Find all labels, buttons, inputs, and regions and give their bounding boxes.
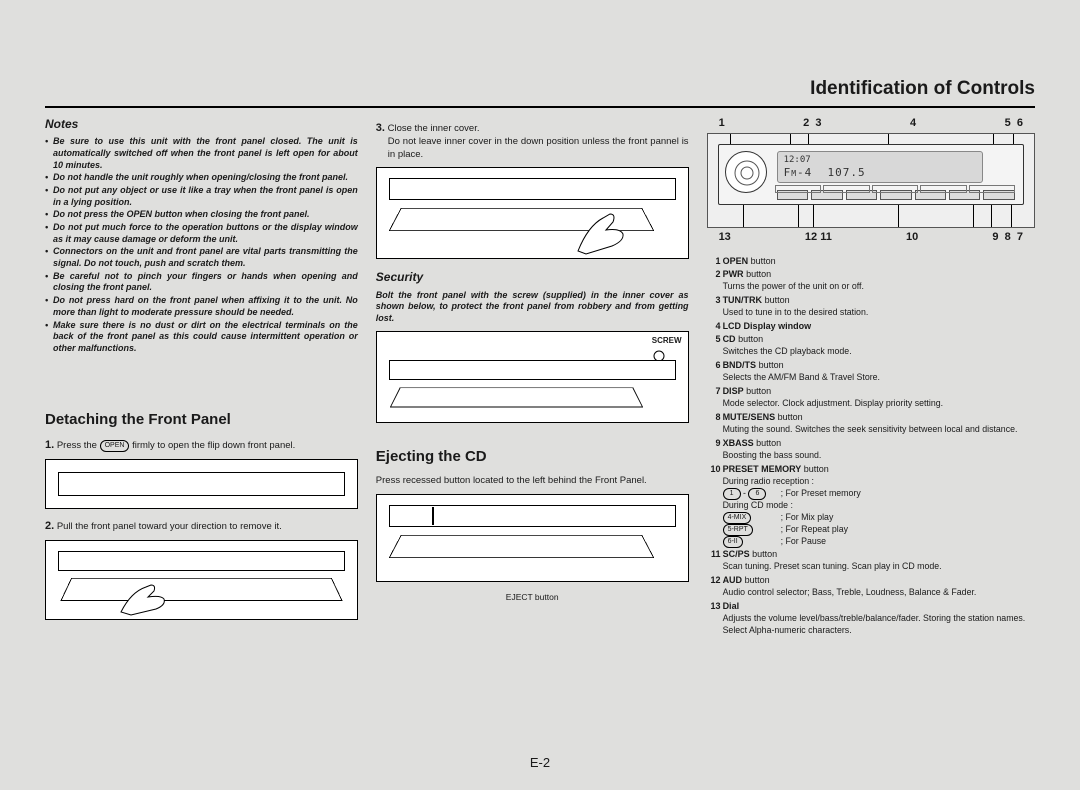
column-3: 1 2 3 4 5 6 12:07 FM-4 107.5	[707, 116, 1035, 638]
note-item: Do not press hard on the front panel whe…	[45, 295, 358, 318]
step-1-text-a: Press the	[57, 440, 100, 451]
lcd-display: 12:07 FM-4 107.5	[777, 151, 983, 183]
open-button-icon: OPEN	[100, 440, 130, 452]
step-2: 2. Pull the front panel toward your dire…	[45, 519, 358, 534]
step-2-text: Pull the front panel toward your directi…	[57, 521, 282, 532]
control-item: 8MUTE/SENS button	[707, 411, 1035, 423]
step-3: 3. Close the inner cover. Do not leave i…	[376, 121, 689, 161]
control-item: 4LCD Display window	[707, 320, 1035, 332]
note-item: Be sure to use this unit with the front …	[45, 136, 358, 171]
step-3-text-a: Close the inner cover.	[388, 123, 480, 134]
control-desc: Scan tuning. Preset scan tuning. Scan pl…	[707, 561, 1035, 573]
callout-7: 7	[1017, 231, 1023, 243]
control-item: 10PRESET MEMORY button	[707, 463, 1035, 475]
note-item: Do not press the OPEN button when closin…	[45, 209, 358, 221]
note-item: Make sure there is no dust or dirt on th…	[45, 320, 358, 355]
detach-heading: Detaching the Front Panel	[45, 410, 358, 430]
callout-9: 9	[992, 231, 998, 243]
eject-body: Press recessed button located to the lef…	[376, 475, 689, 488]
notes-list: Be sure to use this unit with the front …	[45, 136, 358, 354]
callout-11: 11	[820, 231, 832, 243]
note-item: Do not put much force to the operation b…	[45, 222, 358, 245]
control-desc: Mode selector. Clock adjustment. Display…	[707, 398, 1035, 410]
callout-4: 4	[910, 116, 916, 131]
hand-icon	[568, 206, 638, 256]
page-columns: Notes Be sure to use this unit with the …	[45, 116, 1035, 638]
illustration-close-cover	[376, 167, 689, 259]
step-1-text-b: firmly to open the flip down front panel…	[132, 440, 295, 451]
dial-icon	[725, 151, 767, 193]
note-item: Do not put any object or use it like a t…	[45, 185, 358, 208]
control-item: 1OPEN button	[707, 255, 1035, 267]
step-1: 1. Press the OPEN firmly to open the fli…	[45, 438, 358, 453]
illustration-eject	[376, 494, 689, 582]
eject-button-marker	[432, 507, 434, 525]
column-2: 3. Close the inner cover. Do not leave i…	[376, 116, 689, 638]
illustration-security-screw: SCREW	[376, 331, 689, 423]
control-desc: Turns the power of the unit on or off.	[707, 281, 1035, 293]
callout-3: 3	[815, 117, 821, 129]
column-1: Notes Be sure to use this unit with the …	[45, 116, 358, 638]
control-item: 12AUD button	[707, 574, 1035, 586]
control-desc: Selects the AM/FM Band & Travel Store.	[707, 372, 1035, 384]
security-heading: Security	[376, 269, 689, 285]
radio-faceplate: 12:07 FM-4 107.5	[718, 144, 1024, 205]
control-item: 11SC/PS button	[707, 548, 1035, 560]
preset-memory-sublist: During radio reception :1 - 6; For Prese…	[707, 476, 1035, 548]
control-item: 7DISP button	[707, 385, 1035, 397]
callout-8: 8	[1005, 231, 1011, 243]
control-item: 13Dial	[707, 600, 1035, 612]
callout-13: 13	[719, 230, 731, 245]
callout-1: 1	[719, 116, 725, 131]
control-item: 6BND/TS button	[707, 359, 1035, 371]
control-desc: Switches the CD playback mode.	[707, 346, 1035, 358]
control-desc: Muting the sound. Switches the seek sens…	[707, 424, 1035, 436]
control-desc: Adjusts the volume level/bass/treble/bal…	[707, 613, 1035, 637]
eject-heading: Ejecting the CD	[376, 447, 689, 467]
illustration-panel-closed	[45, 459, 358, 509]
note-item: Be careful not to pinch your fingers or …	[45, 271, 358, 294]
diagram-bottom-labels: 13 12 11 10 9 8 7	[707, 230, 1035, 245]
callout-6: 6	[1017, 117, 1023, 129]
security-body: Bolt the front panel with the screw (sup…	[376, 290, 689, 325]
control-item: 2PWR button	[707, 268, 1035, 280]
control-desc: Audio control selector; Bass, Treble, Lo…	[707, 587, 1035, 599]
callout-2: 2	[803, 117, 809, 129]
screw-label: SCREW	[652, 336, 682, 347]
control-item: 5CD button	[707, 333, 1035, 345]
eject-button-label: EJECT button	[376, 592, 689, 603]
control-diagram: 12:07 FM-4 107.5	[707, 133, 1035, 228]
control-item: 9XBASS button	[707, 437, 1035, 449]
illustration-panel-pull	[45, 540, 358, 620]
callout-10: 10	[906, 230, 918, 245]
hand-icon	[116, 577, 176, 617]
notes-heading: Notes	[45, 116, 358, 132]
control-item: 3TUN/TRK button	[707, 294, 1035, 306]
note-item: Do not handle the unit roughly when open…	[45, 172, 358, 184]
horizontal-rule	[45, 106, 1035, 108]
control-desc: Boosting the bass sound.	[707, 450, 1035, 462]
controls-list: 1OPEN button2PWR buttonTurns the power o…	[707, 255, 1035, 637]
note-item: Connectors on the unit and front panel a…	[45, 246, 358, 269]
page-title: Identification of Controls	[45, 78, 1035, 100]
callout-5: 5	[1005, 117, 1011, 129]
callout-12: 12	[805, 231, 817, 243]
step-3-text-b: Do not leave inner cover in the down pos…	[376, 136, 689, 162]
diagram-top-labels: 1 2 3 4 5 6	[707, 116, 1035, 131]
control-desc: Used to tune in to the desired station.	[707, 307, 1035, 319]
page-number: E-2	[0, 755, 1080, 770]
